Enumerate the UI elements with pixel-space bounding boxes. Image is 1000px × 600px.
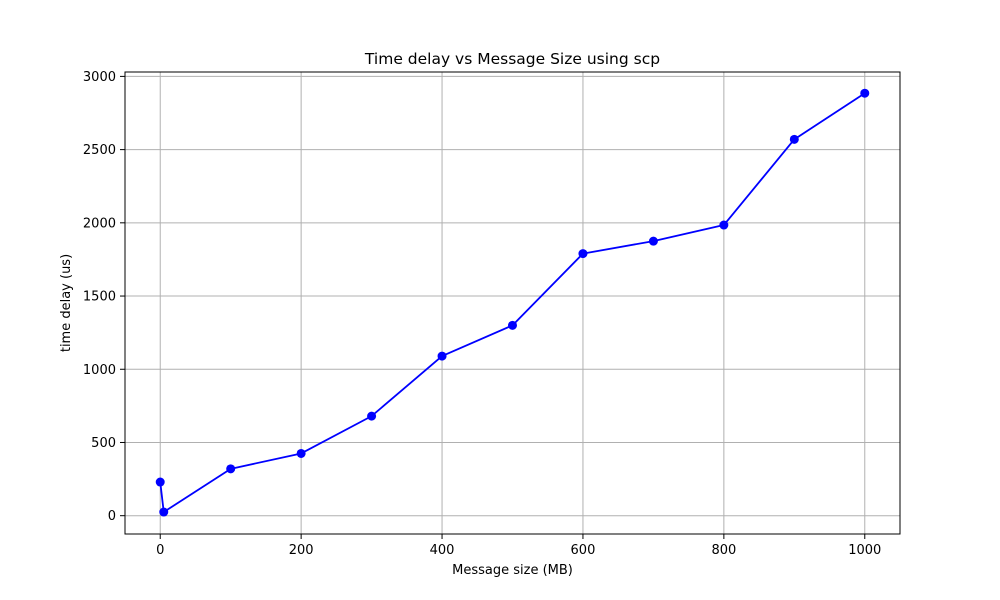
data-point [648, 236, 658, 246]
x-tick-label: 600 [571, 543, 596, 558]
x-tick-label: 1000 [848, 543, 881, 558]
data-point [159, 507, 169, 517]
data-point [226, 464, 236, 474]
data-point [437, 351, 447, 361]
series-layer [155, 88, 870, 517]
y-tick-label: 2000 [83, 216, 116, 231]
y-tick-label: 1500 [83, 290, 116, 305]
x-tick-label: 400 [430, 543, 455, 558]
data-point [367, 411, 377, 421]
x-tick-label: 0 [156, 543, 164, 558]
y-tick-label: 3000 [83, 70, 116, 85]
data-point [719, 220, 729, 230]
chart-title: Time delay vs Message Size using scp [364, 50, 660, 68]
data-point [296, 448, 306, 458]
data-point [578, 249, 588, 259]
y-axis-label: time delay (us) [59, 254, 74, 352]
x-tick-label: 200 [289, 543, 314, 558]
series-line [159, 92, 866, 513]
data-point [155, 477, 165, 487]
y-tick-label: 2500 [83, 143, 116, 158]
data-point [789, 134, 799, 144]
data-point [508, 320, 517, 330]
x-axis-label: Message size (MB) [452, 563, 573, 578]
y-tick-label: 500 [91, 436, 116, 451]
y-tick-label: 0 [108, 509, 116, 524]
grid [125, 72, 900, 534]
y-tick-label: 1000 [83, 363, 116, 378]
plot-frame [124, 71, 901, 535]
data-point [860, 88, 870, 98]
x-tick-label: 800 [711, 543, 736, 558]
ticks: 0 200 400 600 800 1000 0 500 1000 1500 2000 2500 300… [83, 70, 881, 558]
